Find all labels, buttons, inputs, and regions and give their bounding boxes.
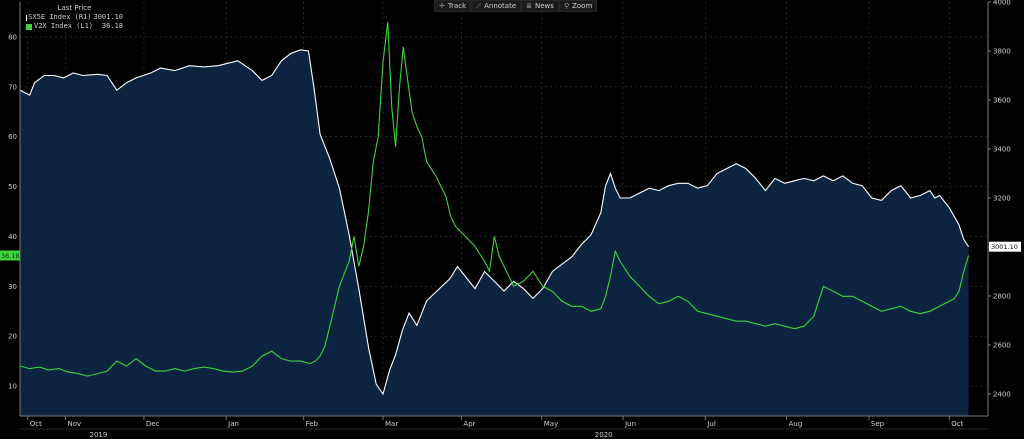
- left-tick-label: 10: [8, 383, 17, 391]
- left-tick-label: 30: [8, 283, 17, 291]
- right-tick-label: 3800: [993, 47, 1011, 55]
- month-label: Aug: [789, 420, 803, 428]
- sx5e-area: [20, 49, 969, 417]
- left-tick-label: 20: [8, 333, 17, 341]
- year-label: 2020: [595, 431, 613, 439]
- month-label: Mar: [385, 420, 398, 428]
- legend-value: 3001.10: [93, 13, 123, 21]
- month-label: Jun: [624, 420, 636, 428]
- sx5e-last-tag: [989, 241, 1021, 252]
- right-tick-label: 4000: [993, 0, 1011, 7]
- legend-title: Last Price: [57, 4, 92, 12]
- legend-swatch-v2x: [26, 23, 32, 30]
- legend-item-v2x[interactable]: V2X Index (L1) 36.18: [26, 22, 123, 31]
- right-tick-label: 3400: [993, 145, 1011, 153]
- magnifier-icon: ⚲: [563, 2, 570, 10]
- annotate-button[interactable]: ⟋ Annotate: [471, 0, 522, 12]
- crosshair-icon: ✛: [439, 2, 445, 10]
- month-label: Oct: [30, 420, 42, 428]
- right-tick-label: 3600: [993, 96, 1011, 104]
- month-label: Jan: [227, 420, 239, 428]
- v2x-last-value: 36.18: [1, 252, 20, 260]
- month-label: Oct: [951, 420, 963, 428]
- pencil-icon: ⟋: [476, 2, 482, 10]
- legend-name: SX5E Index (R1): [28, 13, 92, 21]
- legend-name: V2X Index (L1): [34, 22, 94, 30]
- news-icon: ≣: [526, 2, 533, 10]
- right-tick-label: 2400: [993, 390, 1011, 398]
- chart-toolbar: ✛ Track ⟋ Annotate ≣ News ⚲ Zoom: [434, 0, 598, 12]
- year-label: 2019: [89, 431, 107, 439]
- left-tick-label: 40: [8, 233, 17, 241]
- month-label: Dec: [146, 420, 160, 428]
- news-button[interactable]: ≣ News: [521, 0, 559, 12]
- month-label: May: [544, 420, 558, 428]
- month-label: Sep: [871, 420, 885, 428]
- track-button[interactable]: ✛ Track: [434, 0, 472, 12]
- left-tick-label: 80: [8, 33, 17, 41]
- right-tick-label: 3200: [993, 194, 1011, 202]
- right-tick-label: 2600: [993, 341, 1011, 349]
- left-tick-label: 50: [8, 183, 17, 191]
- month-label: Jul: [706, 420, 716, 428]
- chart-legend: Last Price SX5E Index (R1) 3001.10 V2X I…: [26, 4, 123, 31]
- zoom-button[interactable]: ⚲ Zoom: [558, 0, 598, 12]
- sx5e-line: [19, 49, 970, 396]
- legend-value: 36.18: [101, 22, 123, 30]
- month-label: Feb: [306, 420, 319, 428]
- month-label: Nov: [67, 420, 81, 428]
- month-label: Apr: [463, 420, 475, 428]
- left-tick-label: 60: [8, 133, 17, 141]
- sx5e-last-value: 3001.10: [991, 243, 1018, 251]
- legend-item-sx5e[interactable]: SX5E Index (R1) 3001.10: [26, 13, 123, 22]
- right-tick-label: 2800: [993, 292, 1011, 300]
- v2x-line: [19, 21, 970, 377]
- left-tick-label: 70: [8, 83, 17, 91]
- v2x-last-tag: [0, 250, 20, 261]
